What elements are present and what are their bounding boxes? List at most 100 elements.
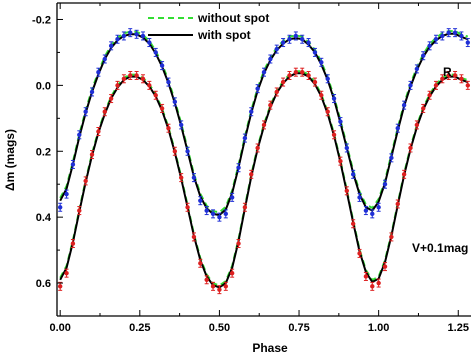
curve-without-spot-v xyxy=(59,70,469,287)
legend-label-without-spot: without spot xyxy=(197,11,269,25)
v-data-point xyxy=(83,176,88,186)
v-data-point xyxy=(128,70,133,80)
v-data-point xyxy=(433,80,439,90)
r-data-point xyxy=(274,44,279,54)
r-data-point xyxy=(421,51,426,61)
r-data-point xyxy=(268,54,273,64)
x-axis-label: Phase xyxy=(252,341,288,355)
y-tick-label: 0.0 xyxy=(36,80,51,92)
v-data-point xyxy=(191,232,197,242)
v-data-point xyxy=(236,239,241,249)
v-data-point xyxy=(440,74,445,84)
v-data-point xyxy=(229,268,235,278)
v-data-point xyxy=(401,169,407,179)
v-data-point xyxy=(70,239,76,249)
x-axis-ticks: 0.00 0.25 0.50 0.75 1.00 1.25 xyxy=(49,3,469,334)
y-axis-label: Δm (mags) xyxy=(3,129,17,191)
r-data-point xyxy=(459,31,464,41)
v-data-point xyxy=(350,219,356,229)
v-data-point xyxy=(185,202,190,212)
v-data-point xyxy=(204,275,209,285)
y-tick-label: 0.2 xyxy=(36,146,51,158)
r-data-point xyxy=(89,87,95,97)
r-data-point xyxy=(325,74,330,84)
v-data-point xyxy=(459,74,464,84)
r-data-point xyxy=(115,34,120,44)
v-data-point xyxy=(121,74,127,84)
r-data-point xyxy=(293,31,299,41)
r-data-point xyxy=(210,209,216,219)
v-data-point xyxy=(172,146,178,156)
v-data-point xyxy=(140,74,146,84)
v-data-point xyxy=(446,70,451,80)
r-data-point xyxy=(446,28,451,38)
annotation-v: V+0.1mag xyxy=(412,241,468,255)
r-data-point xyxy=(236,163,241,173)
r-data-point xyxy=(452,28,458,38)
r-data-point xyxy=(331,94,337,104)
v-data-point xyxy=(306,70,311,80)
r-data-point xyxy=(121,31,127,41)
x-tick-label: 0.50 xyxy=(209,322,230,334)
v-data-point xyxy=(108,94,114,104)
r-data-point xyxy=(261,67,267,77)
v-data-point xyxy=(223,281,228,291)
r-data-point xyxy=(344,143,349,153)
r-data-point xyxy=(427,41,432,51)
v-data-point xyxy=(179,173,184,183)
x-tick-label: 0.75 xyxy=(288,322,309,334)
v-data-point xyxy=(280,77,286,87)
annotation-r: R xyxy=(443,65,452,79)
r-data-point xyxy=(153,47,158,57)
r-data-point xyxy=(350,169,356,179)
plot-area xyxy=(57,28,471,295)
v-data-point xyxy=(159,103,165,113)
v-data-point xyxy=(261,120,267,130)
r-data-point xyxy=(370,209,375,219)
r-data-point xyxy=(229,192,235,202)
v-data-point xyxy=(376,278,381,288)
r-data-point xyxy=(57,202,63,212)
v-data-point xyxy=(389,232,394,242)
v-data-point xyxy=(147,80,152,90)
r-data-point xyxy=(185,146,190,156)
r-data-point xyxy=(249,107,254,117)
r-data-point xyxy=(159,61,165,71)
v-data-point xyxy=(274,87,279,97)
r-data-point xyxy=(465,38,471,48)
v-data-point xyxy=(357,248,362,258)
r-data-point xyxy=(363,206,369,216)
v-data-point xyxy=(134,70,139,80)
v-data-point xyxy=(64,268,69,278)
v-data-point xyxy=(102,107,107,117)
legend: without spot with spot xyxy=(148,11,269,42)
r-data-point xyxy=(440,31,445,41)
r-data-point xyxy=(433,34,439,44)
v-data-point xyxy=(268,100,273,110)
r-data-point xyxy=(77,130,82,140)
r-data-point xyxy=(166,77,171,87)
v-data-point xyxy=(242,202,248,212)
v-data-point xyxy=(115,80,120,90)
r-data-point xyxy=(70,159,76,169)
r-data-point xyxy=(140,31,146,41)
r-data-point xyxy=(64,189,69,199)
r-data-point xyxy=(395,123,400,133)
v-data-point xyxy=(465,80,471,90)
y-tick-label: 0.6 xyxy=(36,278,51,290)
v-data-point xyxy=(210,281,216,291)
r-data-point xyxy=(357,192,362,202)
v-data-point xyxy=(344,186,349,196)
v-data-point xyxy=(382,262,388,272)
v-data-point xyxy=(255,143,260,153)
v-data-point xyxy=(325,107,330,117)
v-data-point xyxy=(338,156,343,166)
v-data-point xyxy=(57,281,63,291)
v-data-point xyxy=(300,67,305,77)
r-data-point xyxy=(338,117,343,127)
x-tick-label: 1.25 xyxy=(448,322,469,334)
v-data-point xyxy=(153,90,158,100)
r-data-point xyxy=(147,38,152,48)
v-data-point xyxy=(414,120,420,130)
v-data-point xyxy=(166,123,171,133)
